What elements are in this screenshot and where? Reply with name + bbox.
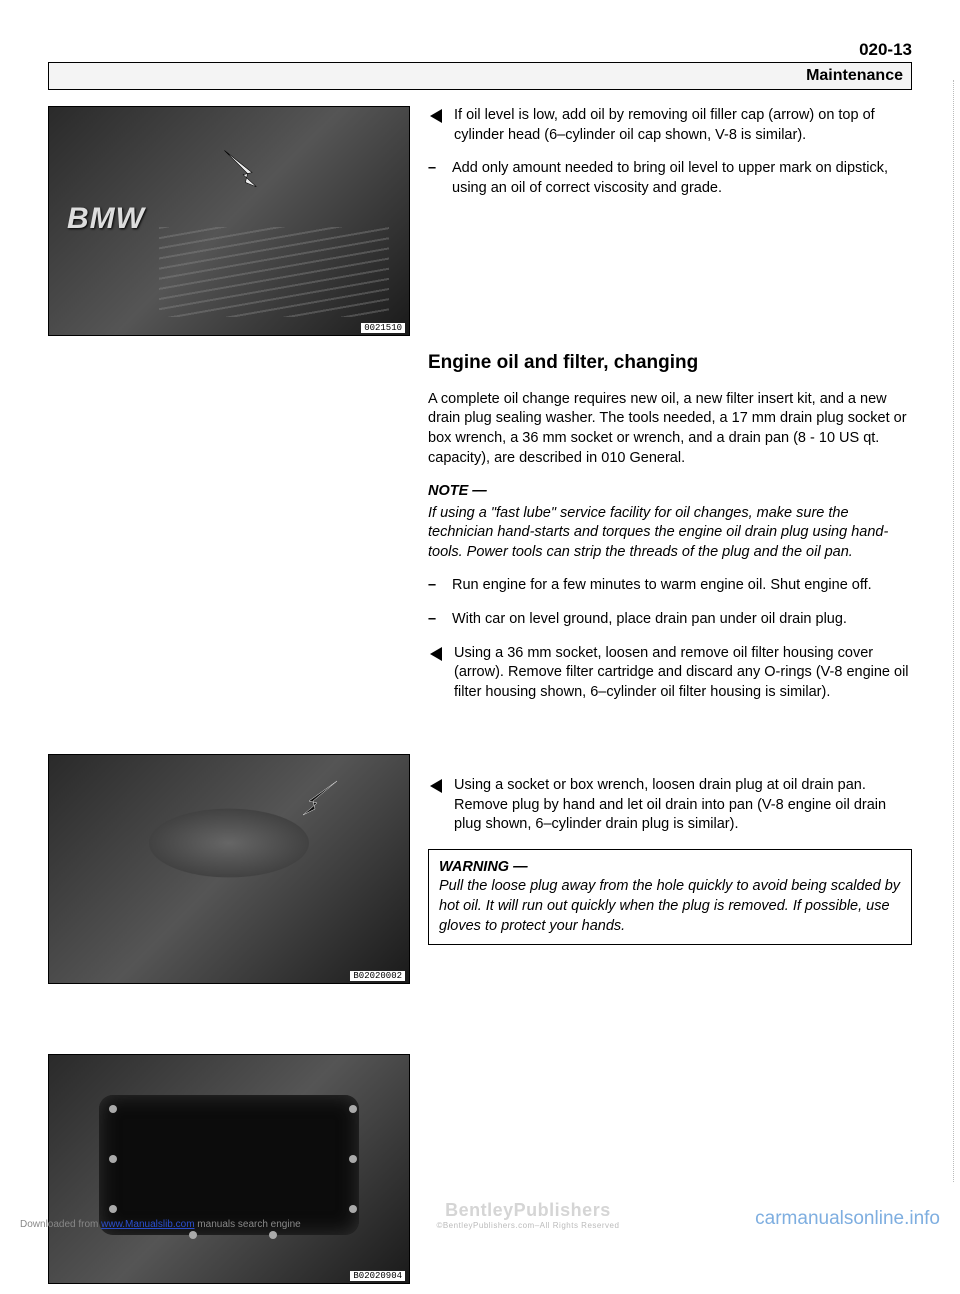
arrow-icon — [299, 777, 339, 817]
photo-id-label: 0021510 — [361, 323, 405, 333]
section-title: Maintenance — [48, 62, 912, 90]
warning-title: WARNING — — [439, 858, 901, 878]
step-item: – Add only amount needed to bring oil le… — [428, 159, 912, 198]
intro-paragraph: A complete oil change requires new oil, … — [428, 390, 912, 468]
note-body: If using a "fast lube" service facility … — [428, 504, 912, 563]
right-margin-rule — [952, 80, 954, 1182]
note-title: NOTE — — [428, 482, 912, 502]
step-text: With car on level ground, place drain pa… — [452, 610, 847, 630]
step-item: Using a socket or box wrench, loosen dra… — [428, 776, 912, 835]
publisher-watermark: BentleyPublishers ©BentleyPublishers.com… — [436, 1200, 619, 1230]
step-item: – With car on level ground, place drain … — [428, 610, 912, 630]
manual-page: 020-13 Maintenance BMW 0021510 B02020002 — [0, 0, 960, 1242]
triangle-left-icon — [428, 646, 444, 662]
photo-oil-filler-cap: BMW 0021510 — [48, 106, 410, 336]
photo-oil-filter-housing: B02020002 — [48, 754, 410, 984]
step-item: If oil level is low, add oil by removing… — [428, 106, 912, 145]
step-text: If oil level is low, add oil by removing… — [454, 106, 912, 145]
step-text: Using a socket or box wrench, loosen dra… — [454, 776, 912, 835]
dash-icon: – — [428, 159, 442, 198]
arrow-icon — [219, 145, 263, 189]
content-columns: BMW 0021510 B02020002 — [48, 106, 912, 1294]
triangle-left-icon — [428, 778, 444, 794]
triangle-left-icon — [428, 108, 444, 124]
step-text: Using a 36 mm socket, loosen and remove … — [454, 644, 912, 703]
step-text: Add only amount needed to bring oil leve… — [452, 159, 912, 198]
right-column: If oil level is low, add oil by removing… — [428, 106, 912, 1294]
bmw-logo-text: BMW — [67, 202, 145, 236]
photo-id-label: B02020002 — [350, 971, 405, 981]
step-text: Run engine for a few minutes to warm eng… — [452, 576, 872, 596]
warning-body: Pull the loose plug away from the hole q… — [439, 877, 901, 936]
photo-oil-drain-plug: B02020904 — [48, 1054, 410, 1284]
step-item: – Run engine for a few minutes to warm e… — [428, 576, 912, 596]
footer-left: Downloaded from www.Manualslib.com manua… — [20, 1219, 301, 1230]
section-heading: Engine oil and filter, changing — [428, 350, 912, 376]
site-watermark: carmanualsonline.info — [755, 1208, 940, 1230]
warning-box: WARNING — Pull the loose plug away from … — [428, 849, 912, 945]
page-number: 020-13 — [48, 40, 912, 60]
left-column: BMW 0021510 B02020002 — [48, 106, 410, 1294]
dash-icon: – — [428, 610, 442, 630]
dash-icon: – — [428, 576, 442, 596]
page-footer: Downloaded from www.Manualslib.com manua… — [0, 1200, 960, 1230]
manualslib-link[interactable]: www.Manualslib.com — [101, 1219, 194, 1230]
step-item: Using a 36 mm socket, loosen and remove … — [428, 644, 912, 703]
photo-id-label: B02020904 — [350, 1271, 405, 1281]
